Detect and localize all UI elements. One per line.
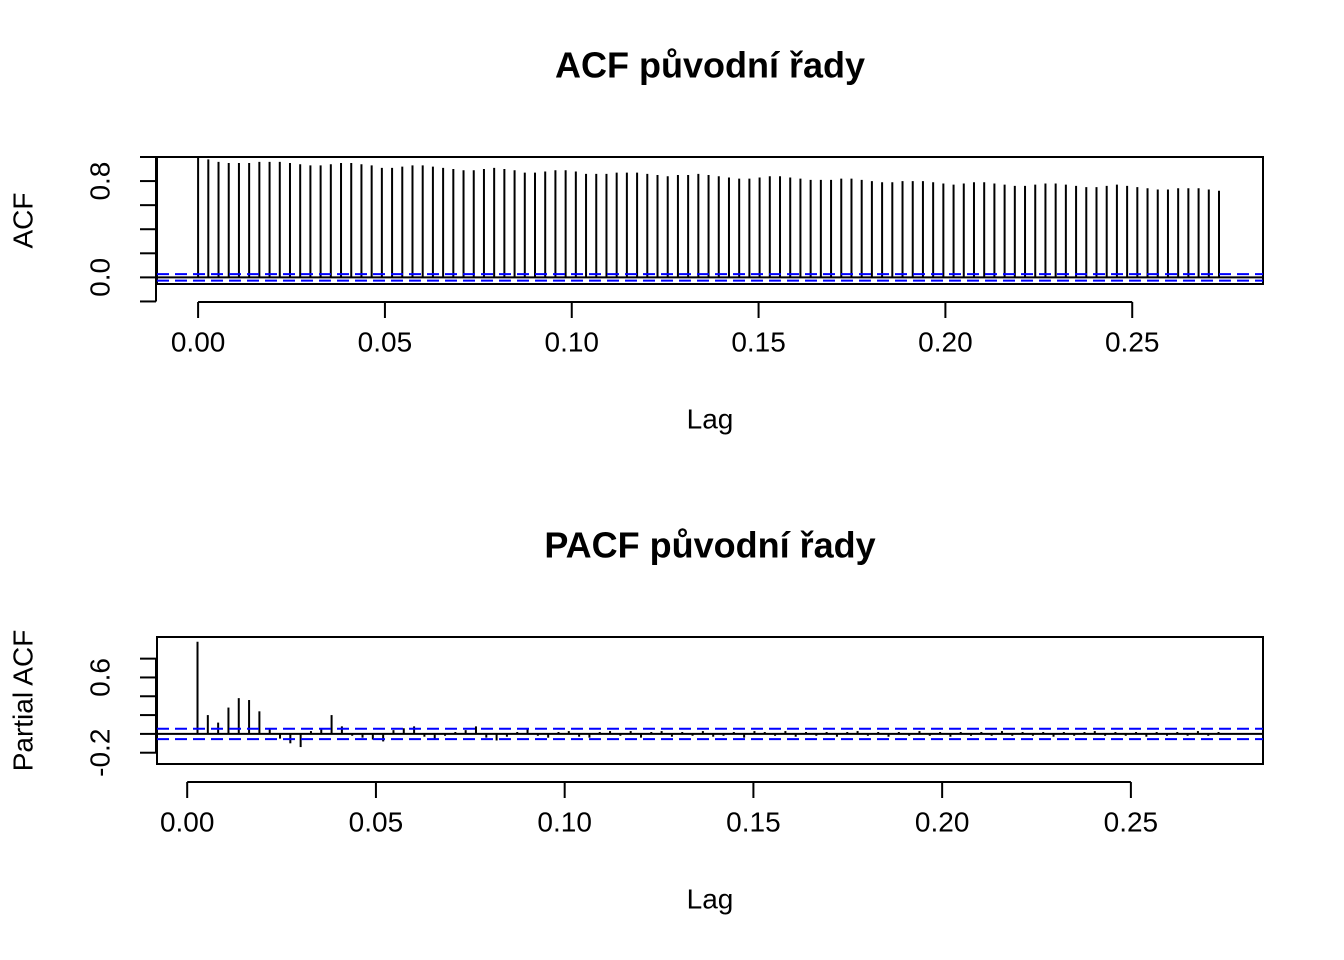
acf-x-axis-label: Lag bbox=[687, 403, 734, 434]
acf-y-axis-label: ACF bbox=[7, 193, 38, 249]
acf-x-tick-label: 0.05 bbox=[358, 326, 413, 357]
pacf-y-tick-label: -0.2 bbox=[84, 729, 115, 777]
pacf-y-tick-label: 0.6 bbox=[84, 658, 115, 697]
pacf-x-tick-label: 0.00 bbox=[160, 806, 215, 837]
pacf-plot-frame bbox=[156, 636, 1264, 765]
acf-x-tick-label: 0.20 bbox=[918, 326, 973, 357]
acf-title: ACF původní řady bbox=[555, 45, 865, 86]
pacf-x-tick-label: 0.05 bbox=[349, 806, 404, 837]
pacf-x-tick-label: 0.15 bbox=[726, 806, 781, 837]
acf-chart: ACF původní řady 0.00 0.05 0.10 0.15 0.20 0.25… bbox=[7, 45, 1264, 434]
pacf-title: PACF původní řady bbox=[544, 525, 875, 566]
acf-x-tick-label: 0.10 bbox=[545, 326, 600, 357]
acf-x-tick-label: 0.00 bbox=[171, 326, 226, 357]
pacf-x-tick-label: 0.10 bbox=[537, 806, 592, 837]
pacf-x-tick-label: 0.20 bbox=[915, 806, 970, 837]
pacf-chart: PACF původní řady 0.00 0.05 0.10 0.15 0.20 0.2… bbox=[7, 525, 1264, 914]
pacf-y-axis-label: Partial ACF bbox=[7, 630, 38, 772]
acf-x-tick-label: 0.25 bbox=[1105, 326, 1160, 357]
acf-x-tick-label: 0.15 bbox=[731, 326, 786, 357]
acf-y-tick-label: 0.0 bbox=[84, 258, 115, 297]
pacf-x-axis-label: Lag bbox=[687, 883, 734, 914]
acf-y-tick-label: 0.8 bbox=[84, 162, 115, 201]
pacf-x-tick-label: 0.25 bbox=[1104, 806, 1159, 837]
